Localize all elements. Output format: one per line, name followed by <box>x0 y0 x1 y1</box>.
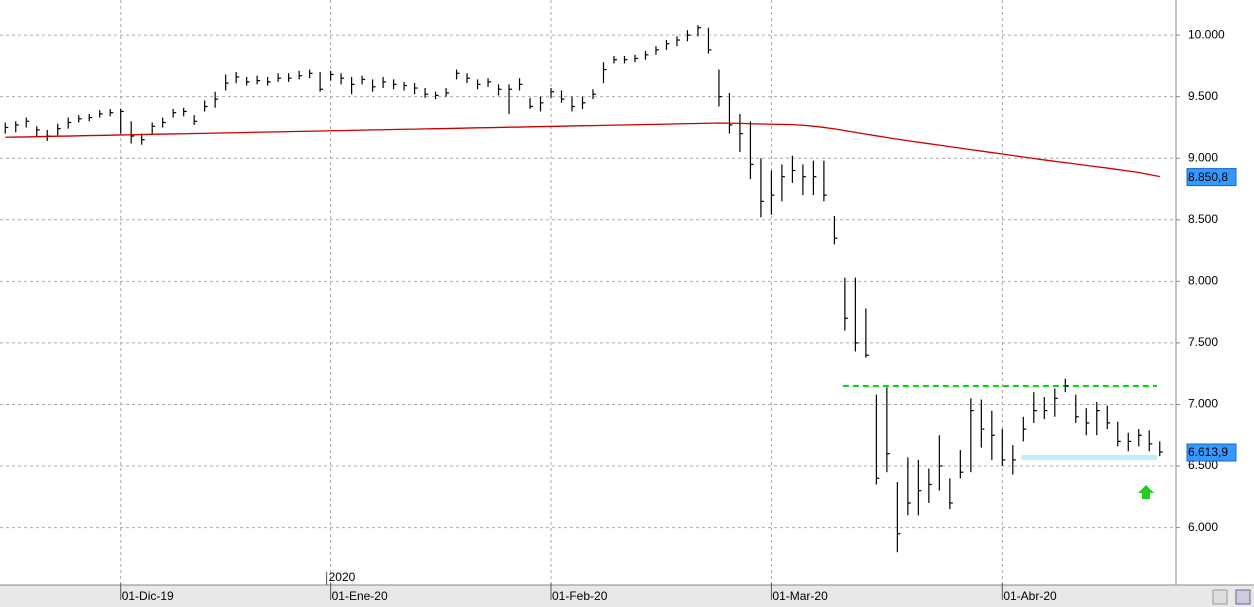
y-tick-label: 9.000 <box>1188 150 1218 164</box>
price-tag-label: 8.850,8 <box>1188 170 1228 184</box>
y-tick-label: 7.000 <box>1188 397 1218 411</box>
x-tick-label: 01-Feb-20 <box>552 589 608 603</box>
year-label: 2020 <box>329 570 356 584</box>
save-icon[interactable] <box>1235 589 1251 605</box>
y-tick-label: 9.500 <box>1188 89 1218 103</box>
x-tick-label: 01-Ene-20 <box>332 589 388 603</box>
y-tick-label: 6.000 <box>1188 520 1218 534</box>
y-tick-label: 8.000 <box>1188 274 1218 288</box>
y-tick-label: 6.500 <box>1188 458 1218 472</box>
settings-icon[interactable] <box>1212 589 1228 605</box>
x-tick-label: 01-Abr-20 <box>1003 589 1057 603</box>
x-axis-bar <box>0 585 1254 607</box>
y-tick-label: 8.500 <box>1188 212 1218 226</box>
support-band <box>1021 454 1157 460</box>
x-tick-label: 01-Dic-19 <box>122 589 174 603</box>
y-tick-label: 7.500 <box>1188 335 1218 349</box>
price-tag <box>1186 168 1237 187</box>
y-tick-label: 10.000 <box>1188 27 1225 41</box>
signal-arrow <box>1138 485 1154 499</box>
x-tick-label: 01-Mar-20 <box>772 589 828 603</box>
moving-average <box>5 122 1160 178</box>
price-tag <box>1186 443 1237 462</box>
price-tag-label: 6.613,9 <box>1188 445 1228 459</box>
